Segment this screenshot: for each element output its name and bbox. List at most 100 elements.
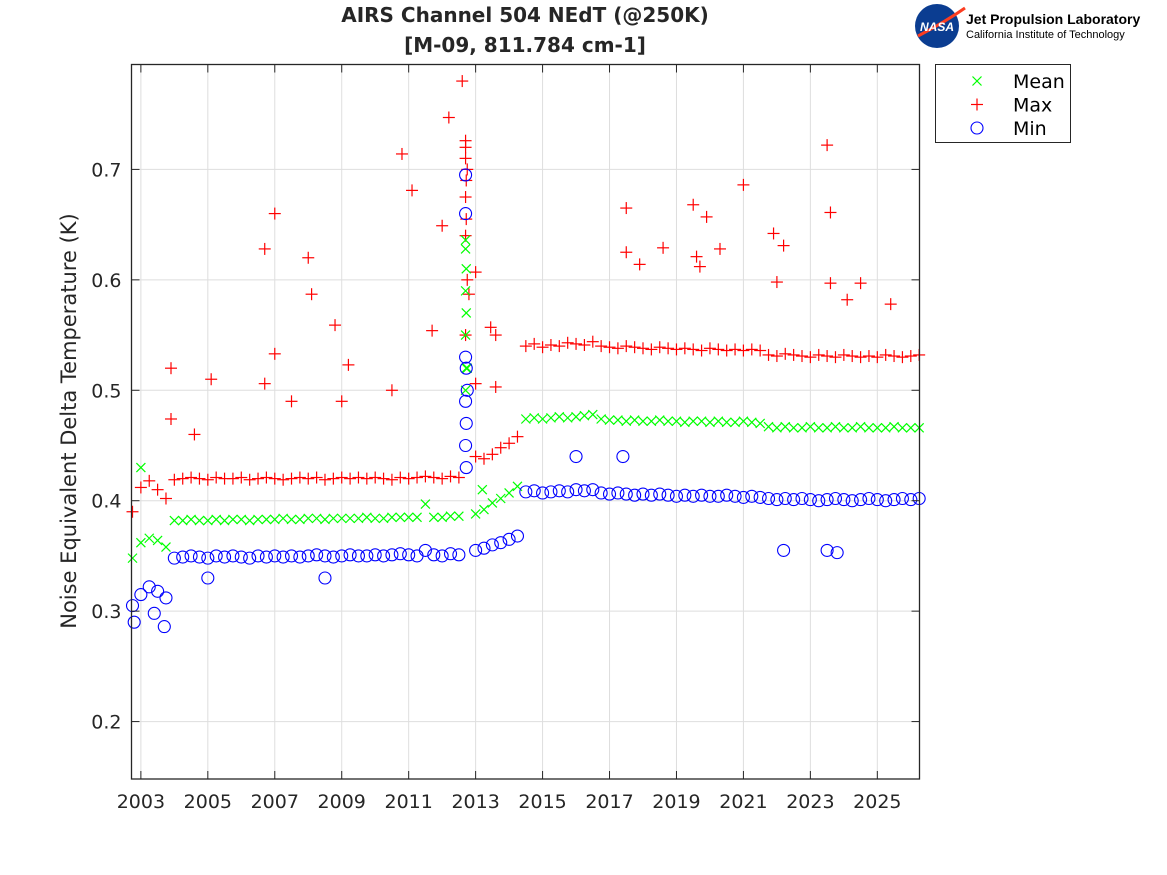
max-point bbox=[226, 472, 239, 485]
min-point bbox=[602, 487, 617, 501]
max-outlier-point bbox=[777, 239, 790, 252]
mean-point bbox=[437, 512, 448, 523]
min-point bbox=[125, 599, 140, 613]
x-tick-label: 2003 bbox=[117, 791, 165, 813]
max-point bbox=[653, 341, 666, 354]
data-marks bbox=[125, 75, 926, 634]
mean-point bbox=[755, 418, 766, 429]
max-outlier-point bbox=[258, 377, 271, 390]
mean-point bbox=[261, 514, 272, 525]
mean-point bbox=[771, 422, 782, 433]
mean-point bbox=[152, 535, 163, 546]
min-point bbox=[226, 549, 240, 563]
min-point bbox=[485, 538, 499, 552]
max-outlier-point bbox=[469, 377, 482, 390]
max-point bbox=[310, 471, 323, 484]
min-point bbox=[594, 486, 608, 500]
max-point bbox=[896, 351, 909, 364]
mean-point bbox=[479, 504, 489, 515]
mean-point bbox=[453, 511, 464, 522]
min-point bbox=[318, 549, 332, 563]
max-point bbox=[369, 471, 382, 484]
max-point bbox=[762, 348, 775, 361]
max-point bbox=[243, 473, 256, 486]
x-tick-label: 2025 bbox=[853, 791, 901, 813]
max-point bbox=[846, 350, 859, 363]
max-outlier-point bbox=[824, 277, 837, 290]
min-point bbox=[787, 493, 801, 507]
mean-point bbox=[487, 497, 498, 508]
min-point bbox=[134, 588, 148, 602]
max-point bbox=[879, 348, 892, 361]
mean-point bbox=[186, 514, 197, 525]
max-point bbox=[888, 350, 901, 363]
max-point bbox=[436, 472, 449, 485]
min-point bbox=[402, 548, 416, 562]
chart-title-line2: [M-09, 811.784 cm-1] bbox=[404, 33, 646, 57]
min-point bbox=[879, 494, 893, 508]
min-outlier-point bbox=[201, 571, 215, 585]
mean-point bbox=[554, 411, 565, 422]
max-point bbox=[570, 337, 583, 350]
max-point bbox=[176, 472, 189, 485]
max-point bbox=[385, 473, 398, 486]
mean-point bbox=[387, 512, 397, 523]
max-point bbox=[168, 473, 181, 486]
min-point bbox=[745, 489, 759, 503]
mean-point bbox=[144, 533, 155, 544]
max-outlier-point bbox=[841, 293, 854, 306]
min-point bbox=[527, 484, 541, 498]
legend-mean-marker bbox=[972, 76, 982, 86]
max-point bbox=[611, 342, 624, 355]
mean-point bbox=[412, 512, 422, 523]
x-tick-label: 2013 bbox=[451, 791, 499, 813]
mean-point bbox=[763, 421, 774, 432]
mean-point bbox=[236, 514, 247, 525]
min-point bbox=[720, 488, 734, 502]
mean-point bbox=[838, 422, 849, 433]
max-outlier-point bbox=[489, 329, 502, 342]
max-point bbox=[503, 437, 516, 450]
min-point bbox=[368, 548, 382, 562]
min-point bbox=[770, 493, 784, 507]
y-tick-label: 0.2 bbox=[91, 712, 121, 734]
min-point bbox=[895, 491, 909, 506]
mean-point bbox=[537, 414, 548, 424]
mean-point bbox=[721, 417, 732, 428]
max-point bbox=[126, 505, 139, 518]
mean-point bbox=[696, 416, 707, 427]
mean-point bbox=[855, 421, 866, 432]
min-point bbox=[837, 493, 851, 507]
max-outlier-point bbox=[884, 298, 897, 311]
mean-point bbox=[495, 493, 506, 504]
y-tick-label: 0.3 bbox=[91, 601, 121, 623]
min-point bbox=[870, 493, 884, 507]
legend-min-marker bbox=[970, 121, 984, 135]
max-point bbox=[553, 340, 566, 353]
mean-point bbox=[378, 513, 389, 524]
min-point bbox=[502, 532, 516, 546]
min-point bbox=[326, 550, 340, 564]
max-point bbox=[712, 343, 725, 356]
max-point bbox=[528, 337, 541, 350]
min-point bbox=[828, 491, 843, 506]
min-point bbox=[736, 490, 750, 504]
min-point bbox=[761, 491, 776, 506]
min-point bbox=[268, 549, 282, 563]
mean-point bbox=[328, 513, 339, 524]
min-outlier-point bbox=[459, 461, 473, 475]
min-outlier-point bbox=[459, 168, 473, 182]
min-point bbox=[803, 493, 817, 507]
mean-point bbox=[470, 509, 481, 519]
min-outlier-point bbox=[830, 546, 844, 560]
max-point bbox=[544, 338, 557, 351]
mean-point bbox=[253, 514, 263, 525]
min-point bbox=[410, 549, 424, 563]
mean-outlier-point bbox=[460, 330, 471, 340]
plot-frame bbox=[130, 63, 921, 780]
min-point bbox=[351, 549, 366, 563]
max-outlier-point bbox=[305, 288, 318, 301]
max-point bbox=[770, 350, 783, 363]
min-point bbox=[243, 551, 257, 565]
min-point bbox=[686, 489, 700, 503]
